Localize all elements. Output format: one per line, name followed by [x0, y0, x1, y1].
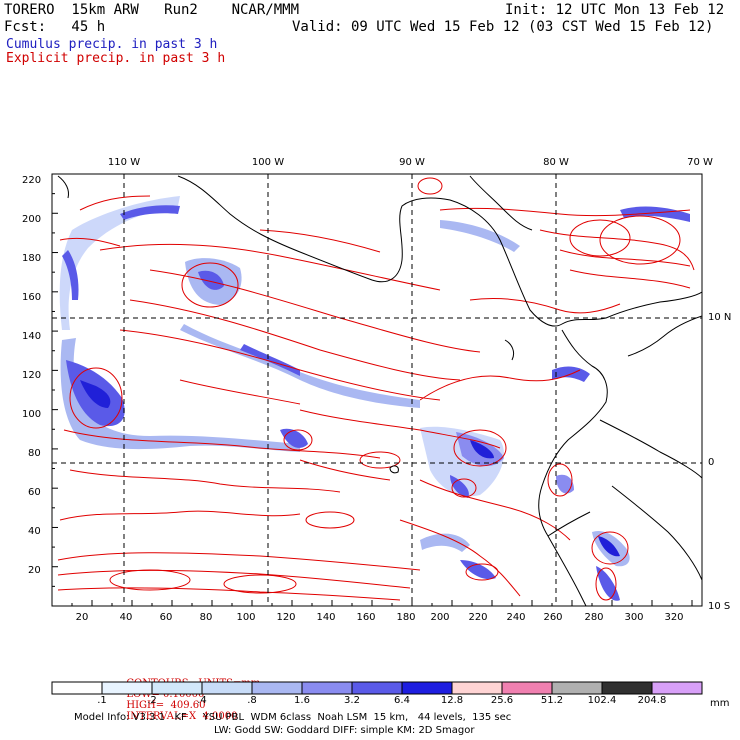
y-tick-label: 40 [28, 526, 41, 537]
y-tick-label: 60 [28, 487, 41, 498]
colorbar-box [151, 681, 203, 695]
colorbar-box [651, 681, 703, 695]
y-tick-label: 160 [22, 292, 42, 303]
cumulus-legend-label: Cumulus precip. in past 3 h [6, 37, 218, 52]
model-physics: LW: Godd SW: Goddard DIFF: simple KM: 2D… [214, 725, 475, 736]
colorbar-label: 1.6 [294, 695, 310, 706]
colorbar-label: 3.2 [344, 695, 360, 706]
y-tick-label: 20 [28, 565, 41, 576]
x-tick-label: 60 [159, 612, 173, 623]
y-axis-ticks [52, 173, 58, 607]
forecast-hour: Fcst: 45 h [4, 19, 106, 35]
init-time: Init: 12 UTC Mon 13 Feb 12 [505, 2, 725, 18]
colorbar-box [301, 681, 353, 695]
x-tick-label: 120 [276, 612, 296, 623]
colorbar-label: 102.4 [587, 695, 617, 706]
colorbar-box [601, 681, 653, 695]
colorbar-box [51, 681, 103, 695]
colorbar-label: 12.8 [440, 695, 464, 706]
x-tick-label: 160 [356, 612, 376, 623]
colorbar-box [501, 681, 553, 695]
model-info: Model Info: V3.3.1 KF YSU PBL WDM 6class… [74, 712, 512, 723]
lon-label-80w: 80 W [543, 157, 569, 168]
x-axis-ticks [51, 600, 693, 606]
lat-label-10s: 10 S [708, 601, 731, 612]
colorbar-box [251, 681, 303, 695]
explicit-precip-contours [57, 177, 695, 601]
colorbar-label: 51.2 [540, 695, 564, 706]
colorbar-box [101, 681, 153, 695]
lat-label-10n: 10 N [708, 312, 732, 323]
y-tick-label: 220 [22, 175, 42, 186]
x-tick-label: 280 [584, 612, 604, 623]
colorbar-label: 25.6 [490, 695, 514, 706]
x-tick-label: 260 [543, 612, 563, 623]
colorbar-label: .4 [197, 695, 207, 706]
contour-high: HIGH= 409.60 [126, 700, 206, 711]
x-tick-label: 200 [430, 612, 450, 623]
colorbar-box [201, 681, 253, 695]
colorbar-label: 204.8 [637, 695, 667, 706]
model-title: TORERO 15km ARW Run2 NCAR/MMM [4, 2, 300, 18]
colorbar-box [551, 681, 603, 695]
x-tick-label: 320 [664, 612, 684, 623]
lon-label-110w: 110 W [107, 157, 141, 168]
valid-time: Valid: 09 UTC Wed 15 Feb 12 (03 CST Wed … [292, 19, 714, 35]
colorbar-label: .8 [247, 695, 257, 706]
x-tick-label: 220 [468, 612, 488, 623]
colorbar-box [451, 681, 503, 695]
contour-interval: INTERVAL=X 4.0000 [126, 711, 238, 722]
x-tick-label: 40 [119, 612, 133, 623]
colorbar-label: .2 [147, 695, 157, 706]
x-tick-label: 20 [75, 612, 89, 623]
lon-label-100w: 100 W [251, 157, 285, 168]
x-tick-label: 100 [236, 612, 256, 623]
y-tick-label: 200 [22, 214, 42, 225]
lat-lon-gridlines [52, 174, 702, 606]
x-tick-label: 300 [624, 612, 644, 623]
colorbar-unit: mm [710, 698, 730, 709]
colorbar-label: 6.4 [394, 695, 410, 706]
lat-label-0: 0 [708, 457, 715, 468]
colorbar-box [401, 681, 453, 695]
x-tick-label: 180 [396, 612, 416, 623]
x-tick-label: 140 [316, 612, 336, 623]
lon-label-90w: 90 W [399, 157, 425, 168]
x-tick-label: 240 [506, 612, 526, 623]
y-tick-label: 100 [22, 409, 42, 420]
explicit-legend-label: Explicit precip. in past 3 h [6, 51, 226, 66]
colorbar-label: .1 [97, 695, 107, 706]
colorbar-box [351, 681, 403, 695]
x-tick-label: 80 [199, 612, 213, 623]
y-tick-label: 140 [22, 331, 42, 342]
y-tick-label: 80 [28, 448, 41, 459]
y-tick-label: 120 [22, 370, 42, 381]
lon-label-70w: 70 W [687, 157, 713, 168]
y-tick-label: 180 [22, 253, 42, 264]
